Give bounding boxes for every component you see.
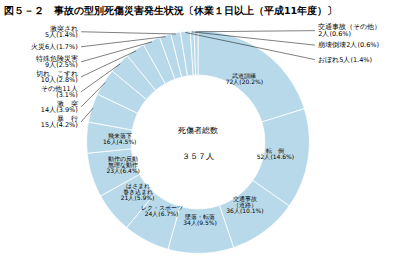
- svg-text:武道訓練72人(20.2%): 武道訓練72人(20.2%): [226, 72, 263, 85]
- svg-text:切れ、こすれ10人(2.8%): 切れ、こすれ10人(2.8%): [36, 70, 78, 85]
- svg-text:３５７人: ３５７人: [182, 152, 214, 161]
- svg-text:はさまれ巻き込まれ21人(5.9%): はさまれ巻き込まれ21人(5.9%): [121, 182, 155, 201]
- html-text:図５－２ 事故の型別死傷災害発生状況〔休業１日以上（平成11: 図５－２ 事故の型別死傷災害発生状況〔休業１日以上（平成11年度）〕: [4, 5, 338, 16]
- svg-text:交通事故（道路）36人(10.1%): 交通事故（道路）36人(10.1%): [226, 195, 263, 214]
- svg-text:おぼれ5人(1.4%): おぼれ5人(1.4%): [318, 56, 372, 64]
- svg-text:特殊危険災害9人(2.5%): 特殊危険災害9人(2.5%): [36, 55, 78, 70]
- svg-text:崩壊倒壊2人(0.6%): 崩壊倒壊2人(0.6%): [318, 41, 379, 49]
- svg-text:暴 行15人(4.2%): 暴 行15人(4.2%): [41, 115, 78, 130]
- svg-text:激突され5人(1.4%): 激突され5人(1.4%): [45, 25, 78, 40]
- svg-text:動作の反動無理な動作23人(6.4%): 動作の反動無理な動作23人(6.4%): [106, 155, 140, 174]
- svg-text:火災6人(1.7%): 火災6人(1.7%): [31, 43, 78, 51]
- svg-text:交通事故（その他）2人(0.6%): 交通事故（その他）2人(0.6%): [318, 23, 381, 37]
- svg-text:その他11人(3.1%): その他11人(3.1%): [41, 85, 77, 100]
- svg-text:死傷者総数: 死傷者総数: [178, 126, 218, 135]
- svg-text:墜落・転落34人(9.5%): 墜落・転落34人(9.5%): [183, 213, 217, 226]
- svg-text:レク・スポーツ24人(6.7%): レク・スポーツ24人(6.7%): [141, 204, 183, 217]
- svg-text:激 突14人(3.9%): 激 突14人(3.9%): [41, 100, 78, 115]
- svg-text:飛来落下16人(4.5%): 飛来落下16人(4.5%): [103, 132, 137, 145]
- svg-text:転 倒52人(14.6%): 転 倒52人(14.6%): [257, 147, 294, 160]
